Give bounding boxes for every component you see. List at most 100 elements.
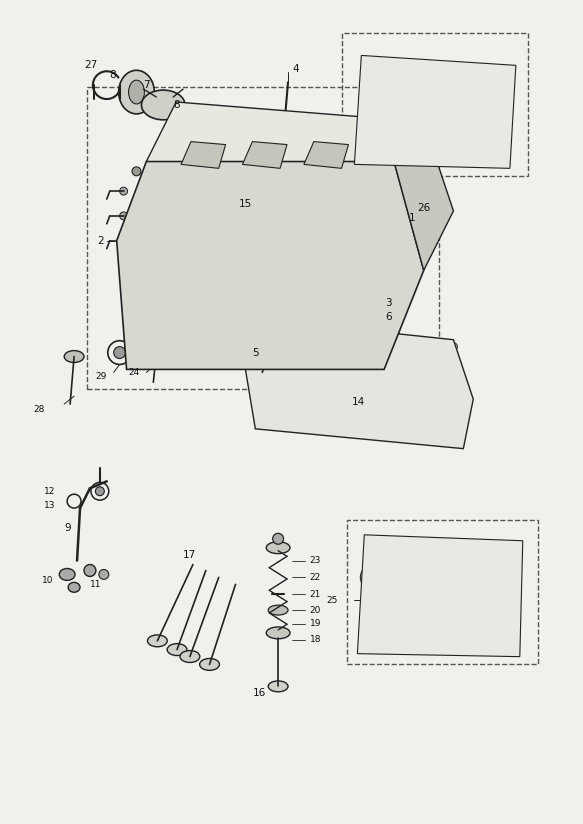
Bar <box>87 87 438 389</box>
Text: 1: 1 <box>409 213 416 222</box>
Text: 21: 21 <box>310 590 321 599</box>
Ellipse shape <box>380 152 408 167</box>
Ellipse shape <box>342 142 377 162</box>
Text: 28: 28 <box>33 405 44 414</box>
Ellipse shape <box>300 369 359 413</box>
Ellipse shape <box>359 83 403 115</box>
Circle shape <box>395 345 402 352</box>
Circle shape <box>367 303 375 311</box>
Ellipse shape <box>323 279 366 302</box>
Text: 23: 23 <box>310 556 321 565</box>
Text: 8: 8 <box>173 100 180 110</box>
Circle shape <box>132 166 141 176</box>
Polygon shape <box>304 142 349 168</box>
Text: 13: 13 <box>44 501 56 509</box>
Ellipse shape <box>331 147 359 162</box>
Circle shape <box>145 180 154 189</box>
Circle shape <box>375 164 384 173</box>
Circle shape <box>471 632 481 642</box>
Ellipse shape <box>59 569 75 580</box>
Ellipse shape <box>142 90 185 119</box>
Circle shape <box>435 146 446 157</box>
Ellipse shape <box>458 83 501 115</box>
Ellipse shape <box>64 350 84 363</box>
Ellipse shape <box>360 611 414 647</box>
Text: 15: 15 <box>238 199 252 209</box>
Ellipse shape <box>243 132 278 152</box>
Polygon shape <box>357 535 523 657</box>
Circle shape <box>277 147 287 157</box>
Text: 25: 25 <box>326 596 338 605</box>
Ellipse shape <box>277 307 313 327</box>
Ellipse shape <box>292 137 328 157</box>
Text: 7: 7 <box>143 80 150 90</box>
Ellipse shape <box>268 605 288 615</box>
Circle shape <box>382 353 389 360</box>
Circle shape <box>120 187 128 195</box>
Text: 19: 19 <box>310 620 321 629</box>
Ellipse shape <box>425 611 478 647</box>
Text: 17: 17 <box>183 550 196 559</box>
Ellipse shape <box>266 627 290 639</box>
Polygon shape <box>117 162 424 369</box>
Ellipse shape <box>264 279 307 302</box>
Circle shape <box>455 629 465 639</box>
Ellipse shape <box>68 583 80 592</box>
Polygon shape <box>354 55 516 168</box>
Ellipse shape <box>255 364 315 408</box>
Circle shape <box>415 143 426 154</box>
Ellipse shape <box>345 374 404 418</box>
Circle shape <box>120 212 128 220</box>
Circle shape <box>367 323 375 330</box>
Polygon shape <box>181 142 226 168</box>
Circle shape <box>84 564 96 577</box>
Text: 12: 12 <box>44 487 56 496</box>
Text: 5: 5 <box>252 348 259 358</box>
Circle shape <box>387 180 395 189</box>
Ellipse shape <box>281 142 309 157</box>
Ellipse shape <box>158 307 194 327</box>
Text: 3: 3 <box>385 298 392 308</box>
Ellipse shape <box>204 279 247 302</box>
Text: 10: 10 <box>43 576 54 585</box>
Text: 27: 27 <box>84 60 97 70</box>
Ellipse shape <box>180 651 200 662</box>
Circle shape <box>273 533 283 544</box>
Circle shape <box>448 141 459 152</box>
Ellipse shape <box>336 307 372 327</box>
Circle shape <box>259 338 277 355</box>
Polygon shape <box>146 102 424 162</box>
Circle shape <box>237 200 254 216</box>
Ellipse shape <box>266 541 290 554</box>
Ellipse shape <box>268 681 288 692</box>
Text: 9: 9 <box>64 523 71 533</box>
Ellipse shape <box>425 83 468 115</box>
Ellipse shape <box>231 137 259 152</box>
Ellipse shape <box>193 127 229 147</box>
Text: 24: 24 <box>128 368 139 377</box>
Text: 29: 29 <box>96 372 107 381</box>
Text: 18: 18 <box>310 635 321 644</box>
Ellipse shape <box>167 644 187 656</box>
Ellipse shape <box>119 70 154 114</box>
Ellipse shape <box>217 307 254 327</box>
Polygon shape <box>394 122 454 270</box>
Circle shape <box>147 349 159 360</box>
Circle shape <box>371 361 378 368</box>
Circle shape <box>120 236 128 245</box>
Text: 6: 6 <box>385 312 392 322</box>
Polygon shape <box>245 320 473 448</box>
Text: 14: 14 <box>352 397 365 407</box>
Text: 20: 20 <box>310 606 321 615</box>
Bar <box>347 520 538 663</box>
Circle shape <box>114 347 125 358</box>
Text: 11: 11 <box>90 580 101 589</box>
Ellipse shape <box>145 279 188 302</box>
Text: 26: 26 <box>417 203 430 213</box>
Text: 8: 8 <box>110 70 117 80</box>
Text: 4: 4 <box>292 64 298 74</box>
Ellipse shape <box>129 80 145 104</box>
Ellipse shape <box>360 559 414 595</box>
Text: 16: 16 <box>252 688 266 698</box>
Bar <box>342 33 528 176</box>
